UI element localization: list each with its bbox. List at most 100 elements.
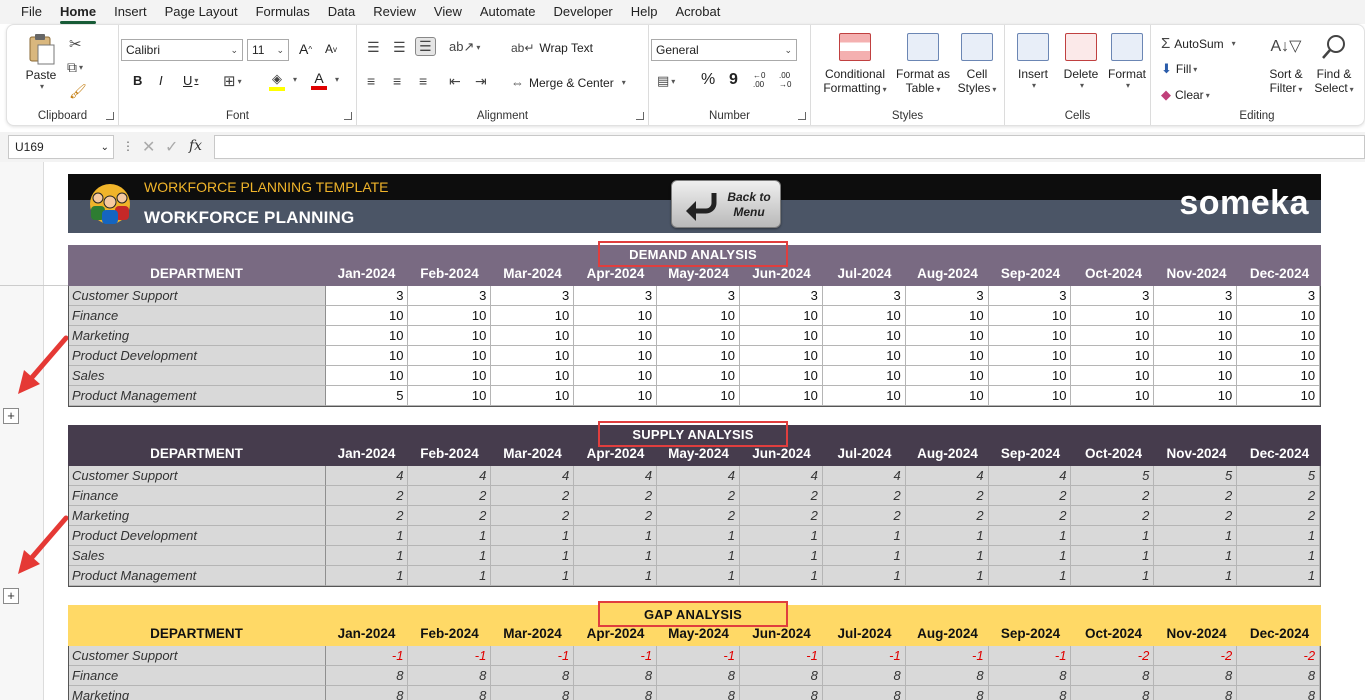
value-cell[interactable]: 1 — [408, 526, 492, 546]
value-cell[interactable]: 2 — [822, 486, 906, 506]
value-cell[interactable]: 1 — [574, 546, 658, 566]
value-cell[interactable]: 1 — [739, 526, 823, 546]
value-cell[interactable]: 3 — [325, 286, 409, 306]
value-cell[interactable]: 1 — [739, 546, 823, 566]
value-cell[interactable]: 1 — [1154, 566, 1238, 586]
value-cell[interactable]: 10 — [657, 326, 740, 346]
value-cell[interactable]: -2 — [1237, 646, 1321, 666]
value-cell[interactable]: 2 — [1071, 506, 1155, 526]
value-cell[interactable]: 5 — [1154, 466, 1238, 486]
value-cell[interactable]: 10 — [739, 306, 823, 326]
value-cell[interactable]: 10 — [905, 306, 989, 326]
clipboard-launcher[interactable] — [106, 112, 114, 120]
value-cell[interactable]: 10 — [1071, 366, 1155, 386]
fill-button[interactable]: ⬇ Fill ▾ — [1161, 61, 1198, 76]
value-cell[interactable]: 10 — [988, 366, 1072, 386]
expand-group-button[interactable]: + — [3, 588, 19, 604]
value-cell[interactable]: 2 — [574, 506, 658, 526]
value-cell[interactable]: 10 — [1154, 386, 1238, 406]
align-right-button[interactable]: ≡ — [419, 73, 427, 89]
tab-review[interactable]: Review — [373, 4, 416, 19]
department-cell[interactable]: Product Management — [69, 566, 326, 586]
value-cell[interactable]: 10 — [491, 366, 575, 386]
value-cell[interactable]: 1 — [657, 566, 740, 586]
department-cell[interactable]: Finance — [69, 486, 326, 506]
value-cell[interactable]: 1 — [988, 546, 1072, 566]
value-cell[interactable]: 1 — [657, 526, 740, 546]
value-cell[interactable]: 10 — [1237, 326, 1321, 346]
value-cell[interactable]: 1 — [657, 546, 740, 566]
value-cell[interactable]: 2 — [657, 486, 740, 506]
align-center-button[interactable]: ≡ — [393, 73, 401, 89]
value-cell[interactable]: 8 — [657, 686, 740, 700]
value-cell[interactable]: 1 — [325, 566, 409, 586]
value-cell[interactable]: -1 — [739, 646, 823, 666]
align-middle-button[interactable]: ☰ — [393, 39, 406, 56]
format-as-table-button[interactable]: Format as Table ▾ — [895, 33, 951, 95]
value-cell[interactable]: 8 — [574, 666, 658, 686]
value-cell[interactable]: 2 — [1237, 486, 1321, 506]
value-cell[interactable]: 1 — [491, 526, 575, 546]
bold-button[interactable]: B — [133, 73, 142, 88]
tab-insert[interactable]: Insert — [114, 4, 147, 19]
value-cell[interactable]: 2 — [325, 486, 409, 506]
merge-center-button[interactable]: ⇔ Merge & Center ▾ — [511, 75, 626, 90]
value-cell[interactable]: 8 — [325, 686, 409, 700]
tab-help[interactable]: Help — [630, 4, 658, 19]
tab-automate[interactable]: Automate — [479, 4, 536, 19]
value-cell[interactable]: 2 — [408, 506, 492, 526]
autosum-button[interactable]: Σ AutoSum ▾ — [1161, 35, 1236, 52]
value-cell[interactable]: -1 — [988, 646, 1072, 666]
format-painter-button[interactable]: 🖌 — [69, 83, 87, 100]
value-cell[interactable]: 8 — [574, 686, 658, 700]
value-cell[interactable]: 8 — [1154, 686, 1238, 700]
align-top-button[interactable]: ☰ — [367, 39, 380, 56]
delete-cells-button[interactable]: Delete ▾ — [1059, 33, 1103, 90]
value-cell[interactable]: 10 — [574, 366, 658, 386]
value-cell[interactable]: 2 — [739, 486, 823, 506]
decrease-indent-button[interactable]: ⇤ — [449, 73, 461, 90]
tab-home[interactable]: Home — [51, 0, 105, 24]
value-cell[interactable]: 8 — [822, 686, 906, 700]
value-cell[interactable]: 2 — [574, 486, 658, 506]
value-cell[interactable]: 1 — [988, 526, 1072, 546]
enter-icon[interactable]: ✓ — [165, 139, 179, 156]
font-launcher[interactable] — [344, 112, 352, 120]
cut-button[interactable]: ✂ — [69, 35, 82, 53]
value-cell[interactable]: 2 — [408, 486, 492, 506]
value-cell[interactable]: 10 — [1071, 346, 1155, 366]
value-cell[interactable]: 1 — [905, 546, 989, 566]
value-cell[interactable]: 10 — [988, 386, 1072, 406]
tab-acrobat[interactable]: Acrobat — [675, 4, 721, 19]
department-cell[interactable]: Customer Support — [69, 466, 326, 486]
value-cell[interactable]: 1 — [988, 566, 1072, 586]
wrap-text-button[interactable]: ab↵ Wrap Text — [511, 41, 593, 55]
sort-filter-button[interactable]: A↓▽ Sort & Filter ▾ — [1265, 33, 1307, 95]
value-cell[interactable]: 1 — [574, 566, 658, 586]
comma-button[interactable]: 9 — [729, 71, 738, 89]
value-cell[interactable]: 2 — [905, 486, 989, 506]
value-cell[interactable]: 10 — [822, 326, 906, 346]
value-cell[interactable]: 3 — [574, 286, 658, 306]
value-cell[interactable]: 2 — [657, 506, 740, 526]
value-cell[interactable]: 1 — [491, 566, 575, 586]
worksheet[interactable]: + + WORKFORCE PLANNING TEMPLATE WORKFORC… — [0, 162, 1365, 700]
value-cell[interactable]: 1 — [1154, 526, 1238, 546]
value-cell[interactable]: 2 — [988, 486, 1072, 506]
value-cell[interactable]: 10 — [1154, 326, 1238, 346]
value-cell[interactable]: 10 — [574, 386, 658, 406]
copy-button[interactable]: ⧉ ▾ — [67, 59, 84, 75]
department-cell[interactable]: Marketing — [69, 686, 326, 700]
value-cell[interactable]: -2 — [1154, 646, 1238, 666]
value-cell[interactable]: 2 — [1154, 506, 1238, 526]
value-cell[interactable]: 8 — [1237, 686, 1321, 700]
value-cell[interactable]: 8 — [1237, 666, 1321, 686]
department-cell[interactable]: Customer Support — [69, 646, 326, 666]
value-cell[interactable]: 2 — [491, 506, 575, 526]
value-cell[interactable]: 10 — [657, 366, 740, 386]
value-cell[interactable]: 2 — [325, 506, 409, 526]
value-cell[interactable]: 10 — [822, 366, 906, 386]
insert-function-button[interactable]: fx — [189, 138, 203, 154]
value-cell[interactable]: -2 — [1071, 646, 1155, 666]
